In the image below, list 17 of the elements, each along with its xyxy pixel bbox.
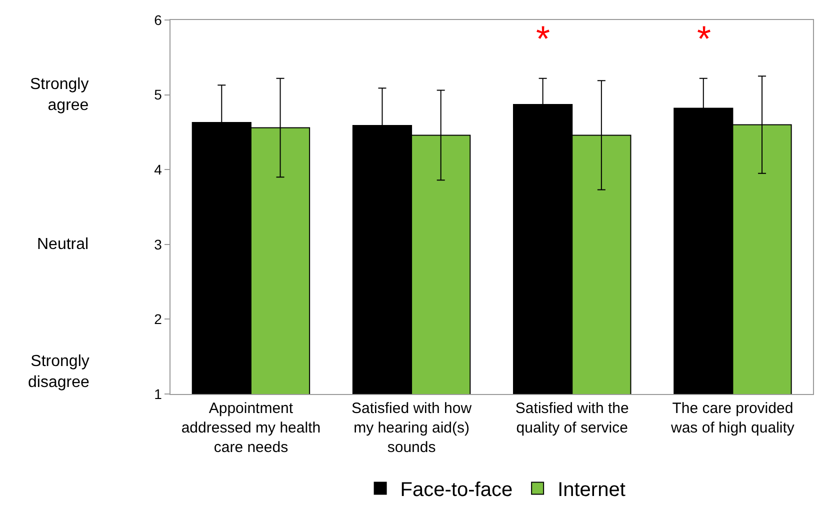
text: Strongly disagree [28, 353, 90, 391]
text: Neutral [37, 236, 89, 253]
y-tick-label: 6 [154, 12, 162, 28]
legend-label: Face-to-face [400, 479, 513, 502]
x-tick-label: The care provided was of high quality [670, 400, 795, 436]
x-tick-label: Appointment addressed my health care needs [181, 400, 321, 456]
y-tick-label: 3 [154, 236, 162, 252]
x-tick-label: Satisfied with how my hearing aid(s) sounds [352, 400, 472, 456]
legend-label: Internet [558, 479, 626, 502]
annotation: * [536, 18, 550, 59]
y-tick-label: 1 [154, 386, 162, 402]
x-tick-label: Satisfied with the quality of service [515, 400, 629, 436]
y-tick-label: 5 [154, 86, 162, 103]
text: Strongly agree [30, 76, 89, 114]
annotation: * [697, 18, 712, 59]
y-tick-label: 2 [154, 311, 162, 328]
y-tick-label: 4 [154, 162, 162, 178]
